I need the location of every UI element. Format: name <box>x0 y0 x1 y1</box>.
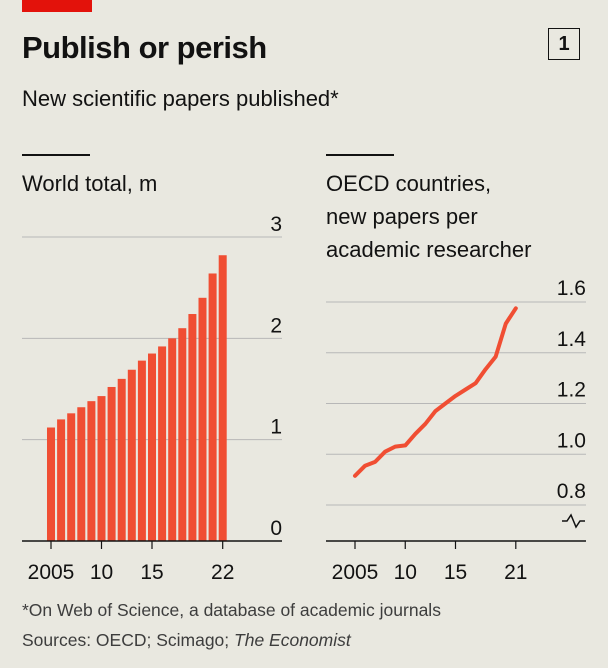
series-line <box>353 306 518 478</box>
left-panel-title: World total, m <box>22 171 158 196</box>
y-tick-label: 2 <box>270 314 282 337</box>
right-panel-title-line-2: new papers per <box>326 204 478 229</box>
x-tick-label: 15 <box>444 561 467 584</box>
y-tick-label: 1.6 <box>557 277 586 300</box>
bar <box>148 353 156 541</box>
y-tick-label: 1 <box>270 416 282 439</box>
right-panel-rule <box>326 154 394 156</box>
x-tick-label: 22 <box>211 561 234 584</box>
left-panel-rule <box>22 154 90 156</box>
accent-bar <box>22 0 92 12</box>
bar <box>47 427 55 541</box>
bar <box>188 314 197 541</box>
bar <box>67 413 76 541</box>
bar <box>117 378 126 541</box>
x-tick-label: 2005 <box>28 561 75 584</box>
y-tick-label: 1.0 <box>557 429 586 452</box>
x-tick-label: 15 <box>140 561 163 584</box>
bar <box>208 273 217 541</box>
bar <box>137 360 146 541</box>
bar <box>158 346 167 541</box>
bar <box>77 407 86 541</box>
bar <box>168 338 177 541</box>
bar <box>198 297 207 541</box>
bar <box>97 396 106 541</box>
y-tick-label: 1.4 <box>557 328 587 351</box>
axis-break-icon <box>562 513 585 529</box>
y-tick-label: 3 <box>270 213 282 236</box>
world-total-bar-chart: 0 1 2 3 2005 10 15 22 <box>22 213 282 584</box>
x-tick-label: 10 <box>90 561 113 584</box>
chart-title: Publish or perish <box>22 30 267 65</box>
x-tick-label: 2005 <box>332 561 379 584</box>
right-panel-title-line-3: academic researcher <box>326 237 532 262</box>
oecd-papers-line-chart: 0.8 1.0 1.2 1.4 1.6 2005 10 15 21 <box>326 277 586 584</box>
y-tick-label: 0 <box>270 517 282 540</box>
chart-subtitle: New scientific papers published* <box>22 86 339 111</box>
y-tick-label: 1.2 <box>557 379 586 402</box>
bar <box>178 328 187 541</box>
bar <box>127 369 136 541</box>
bar <box>107 386 116 541</box>
x-tick-label: 21 <box>504 561 527 584</box>
sources-publication: The Economist <box>234 630 351 650</box>
x-tick-label: 10 <box>394 561 417 584</box>
footnote-sources: Sources: OECD; Scimago; The Economist <box>22 630 351 651</box>
y-tick-label: 0.8 <box>557 480 586 503</box>
chart-number-badge: 1 <box>548 28 580 60</box>
right-panel-title-line-1: OECD countries, <box>326 171 492 196</box>
bar <box>87 401 96 541</box>
footnote-note: *On Web of Science, a database of academ… <box>22 600 441 620</box>
sources-prefix: Sources: OECD; Scimago; <box>22 630 235 650</box>
bar <box>57 419 66 541</box>
bar <box>218 255 227 542</box>
